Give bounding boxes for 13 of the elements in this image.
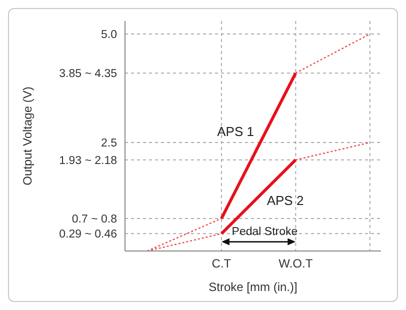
- y-tick-label: 3.85 ~ 4.35: [59, 68, 117, 80]
- x-tick-label: W.O.T: [278, 256, 314, 271]
- y-tick-label: 1.93 ~ 2.18: [59, 154, 117, 167]
- y-tick-label: 2.5: [101, 138, 117, 150]
- x-axis-title: Stroke [mm (in.)]: [208, 280, 298, 294]
- series-label: APS 2: [266, 193, 304, 208]
- y-axis-title: Output Voltage (V): [20, 86, 34, 186]
- annotation: Pedal Stroke: [232, 226, 298, 238]
- x-tick-label: C.T: [212, 256, 232, 271]
- y-tick-label: 5.0: [101, 29, 117, 42]
- y-tick-label: 0.7 ~ 0.8: [72, 214, 117, 226]
- series-label: APS 1: [217, 124, 254, 139]
- y-tick-label: 0.29 ~ 0.46: [59, 228, 117, 241]
